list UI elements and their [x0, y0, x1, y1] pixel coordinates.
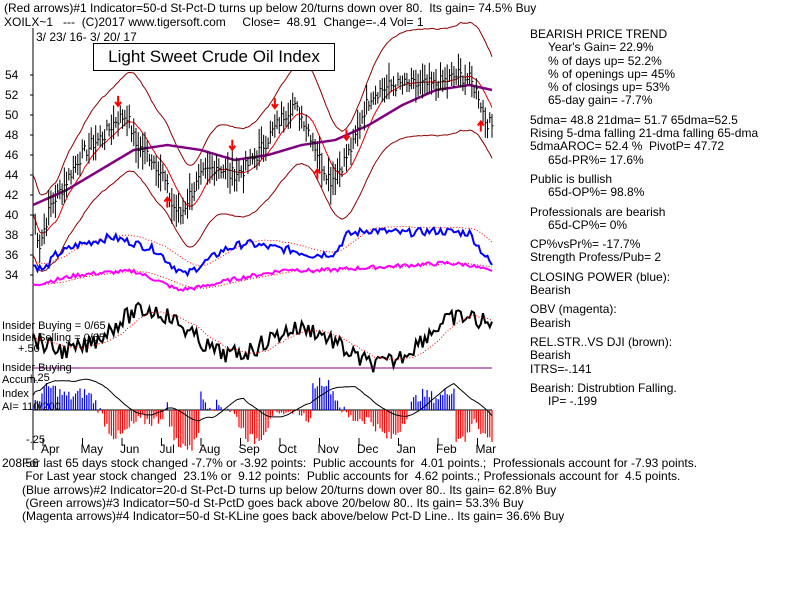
panel-line: % of closings up= 53%: [548, 80, 670, 95]
x-tick-label: Sep: [239, 442, 261, 456]
header-line-1: (Red arrows)#1 Indicator=50-d St-Pct-D t…: [4, 1, 537, 15]
accum-label: Accum.: [2, 374, 39, 386]
panel-line: Bearish: [530, 283, 571, 298]
panel-line: 65d-PR%= 17.6%: [548, 152, 644, 167]
obv-line: [32, 260, 493, 293]
x-tick-label: Jan: [397, 442, 416, 456]
insider-buying-label: Insider Buying = 0/65: [2, 320, 106, 332]
x-tick-label: Oct: [278, 442, 297, 456]
panel-line: 65d-CP%= 0%: [548, 217, 628, 232]
y-tick-label: 46: [5, 148, 19, 162]
summary-line: For Last year stock changed 23.1% or 9.1…: [22, 469, 681, 484]
panel-line: CP%vsPr%= -17.7%: [530, 237, 641, 252]
panel-line: CLOSING POWER (blue):: [530, 269, 671, 284]
y-tick-label: 36: [5, 248, 19, 262]
x-tick-label: Jun: [120, 442, 139, 456]
panel-line: Bearish: Distrubtion Falling.: [530, 380, 677, 395]
red-arrow: [271, 98, 279, 110]
accum-ma: [32, 378, 493, 422]
y-tick-label: 40: [5, 208, 19, 222]
y-tick-label: 34: [5, 268, 19, 282]
y-tick-label: 44: [5, 168, 19, 182]
rel-strength-ma: [32, 311, 493, 361]
y-tick-label: 42: [5, 188, 19, 202]
panel-line: Strength Profess/Pub= 2: [530, 250, 662, 265]
y-tick-label: 54: [5, 68, 19, 82]
lower-band: [32, 129, 493, 272]
panel-line: 5dmaAROC= 52.4 % PivotP= 47.72: [530, 139, 725, 154]
summary-text: For last 65 days stock changed -7.7% or …: [22, 456, 698, 524]
x-tick-label: Apr: [41, 442, 60, 456]
date-range: 3/ 23/ 16- 3/ 20/ 17: [36, 30, 137, 44]
panel-line: BEARISH PRICE TREND: [530, 27, 668, 41]
closing-power-line: [32, 225, 493, 278]
red-arrow: [313, 167, 322, 180]
ai-label: AI= 110/200: [2, 401, 61, 413]
red-arrow: [163, 195, 172, 208]
x-tick-label: Feb: [436, 442, 457, 456]
panel-line: REL.STR..VS DJI (brown):: [530, 334, 673, 349]
y-tick-label: 48: [5, 128, 19, 142]
x-tick-label: Aug: [199, 442, 220, 456]
panel-line: Professionals are bearish: [530, 204, 666, 219]
indicator-panel: BEARISH PRICE TREND Year's Gain= 22.9%% o…: [530, 27, 798, 409]
panel-line: Year's Gain= 22.9%: [548, 40, 654, 55]
y-tick-label: 38: [5, 228, 19, 242]
panel-line: OBV (magenta):: [530, 302, 617, 317]
panel-line: % of days up= 52.2%: [548, 53, 662, 68]
chart-title: Light Sweet Crude Oil Index: [93, 43, 335, 71]
rel-strength-line: [32, 301, 493, 373]
x-tick-label: May: [81, 442, 104, 456]
panel-line: 5dma= 48.8 21dma= 51.7 65dma=52.5: [530, 112, 738, 127]
plus25-label: +.25: [28, 372, 50, 384]
summary-line: (Blue arrows)#2 Indicator=20-d St-Pct-D …: [22, 482, 557, 497]
upper-band: [32, 21, 493, 196]
panel-line: Public is bullish: [530, 171, 613, 186]
panel-line: % of openings up= 45%: [548, 66, 676, 81]
insider-selling-label: Insider Selling = 0/65: [2, 332, 106, 344]
x-tick-label: Nov: [318, 442, 339, 456]
panel-line: Bearish: [530, 348, 571, 363]
header-line-2: XOILX~1 --- (C)2017 www.tigersoft.com Cl…: [4, 15, 424, 29]
obv-ma: [32, 262, 493, 289]
red-arrow: [228, 139, 237, 152]
panel-line: Rising 5-dma falling 21-dma falling 65-d…: [530, 126, 759, 141]
y-tick-label: 52: [5, 88, 19, 102]
closing-power-ma: [33, 225, 493, 267]
index-label: Index: [2, 388, 29, 400]
summary-line: (Green arrows)#3 Indicator=50-d St-PctD …: [22, 495, 524, 510]
plus50-label: +.50: [18, 343, 40, 355]
insider-buying-2-label: Insider Buying: [2, 362, 72, 374]
minus25-label: -.25: [26, 434, 45, 446]
y-tick-label: 50: [5, 108, 19, 122]
panel-line: 65-day gain= -7.7%: [548, 93, 653, 108]
summary-line: For last 65 days stock changed -7.7% or …: [22, 456, 698, 470]
x-tick-label: Dec: [357, 442, 378, 456]
corner-value: 208.56: [2, 456, 39, 470]
red-arrow: [477, 119, 485, 132]
panel-line: IP= -.199: [548, 394, 598, 409]
panel-line: 65d-OP%= 98.8%: [548, 185, 645, 200]
red-arrow: [342, 129, 351, 142]
panel-line: Bearish: [530, 315, 571, 330]
red-arrow: [114, 95, 122, 108]
x-tick-label: Jul: [160, 442, 175, 456]
panel-line: ITRS=-.141: [530, 361, 592, 376]
summary-line: (Magenta arrows)#4 Indicator=50-d St-KLi…: [22, 509, 565, 524]
x-tick-label: Mar: [476, 442, 497, 456]
